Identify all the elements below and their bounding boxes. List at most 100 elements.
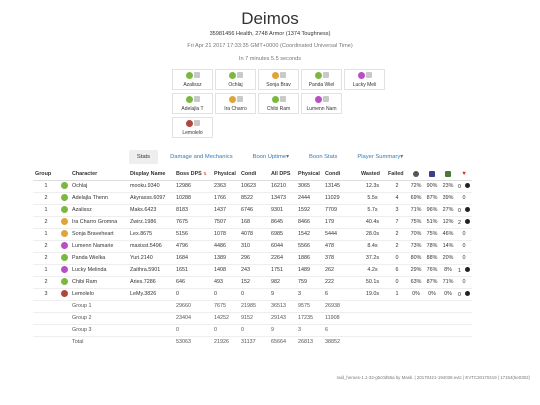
cell-physical: 493 xyxy=(212,275,239,288)
cell-wasted: 12.3s xyxy=(359,179,386,192)
cell-pct-1: 63% xyxy=(408,275,424,288)
tab-damage-and-mechanics[interactable]: Damage and Mechanics xyxy=(170,154,233,160)
cell-empty xyxy=(440,299,456,312)
role-icon xyxy=(322,72,329,78)
header-condi-all[interactable]: Condi xyxy=(323,168,359,181)
cell-wasted: 8.4s xyxy=(359,239,386,252)
header-heart-icon[interactable]: ♥ xyxy=(456,168,472,181)
cell-character: Lumenn Namarie xyxy=(70,239,128,252)
cell-condi-all: 5444 xyxy=(323,227,359,240)
tab-stats[interactable]: Stats xyxy=(128,150,159,164)
cell-all-dps: 65664 xyxy=(269,335,296,348)
death-icon xyxy=(465,206,470,212)
player-name: Ochlaj xyxy=(228,82,243,88)
total-row: Group 1 29660 7675 21985 36513 9575 26938 xyxy=(33,299,472,312)
health-line: 35981456 Health, 2748 Armor (1374 Toughn… xyxy=(209,31,331,37)
player-name: Adelajla T xyxy=(181,106,204,112)
cell-all-dps: 13473 xyxy=(269,191,296,204)
tab-player-summary[interactable]: Player Summary▾ xyxy=(357,154,404,160)
header-physical-all[interactable]: Physical xyxy=(296,168,323,181)
cell-boss-dps: 12986 xyxy=(174,179,212,192)
cell-character: Ochlaj xyxy=(70,179,128,192)
header-all-dps[interactable]: All DPS xyxy=(269,168,296,181)
cell-physical-all: 8466 xyxy=(296,215,323,228)
cell-condi: 10623 xyxy=(239,179,269,192)
cell-pct-1: 29% xyxy=(408,263,424,276)
squad-grid: Azalissz Ochlaj Sonja Brav Panda Wiel Lucky … xyxy=(171,69,386,141)
cell-pct-2: 90% xyxy=(424,179,440,192)
cell-display-name: Akyrasss.6097 xyxy=(128,191,174,204)
cell-all-dps: 29143 xyxy=(269,311,296,324)
cell-character: Ira Charro Gromna xyxy=(70,215,128,228)
cell-downs: 0 xyxy=(456,191,472,204)
role-icon xyxy=(279,96,286,102)
cell-pct-2: 75% xyxy=(424,227,440,240)
squad-player-card: Panda Wiel xyxy=(301,69,342,90)
squad-player-card: Chibi Ram xyxy=(258,93,299,114)
cell-physical-all: 1592 xyxy=(296,203,323,216)
role-icon xyxy=(322,96,329,102)
cell-empty xyxy=(424,311,440,324)
cell-pct-2: 0% xyxy=(424,287,440,300)
cell-empty xyxy=(424,299,440,312)
cell-display-name: Lex.8675 xyxy=(128,227,174,240)
header-failed[interactable]: Failed xyxy=(386,168,408,181)
cell-empty xyxy=(408,299,424,312)
tab-boon-stats[interactable]: Boon Stats xyxy=(309,154,338,160)
cell-all-dps: 2264 xyxy=(269,251,296,264)
cell-boss-dps: 4796 xyxy=(174,239,212,252)
cell-physical-all: 759 xyxy=(296,275,323,288)
header-character[interactable]: Character xyxy=(70,168,128,181)
header-display-name[interactable]: Display Name xyxy=(128,168,174,181)
squad-player-card: Lumenn Nam xyxy=(301,93,342,114)
cell-boss-dps: 7675 xyxy=(174,215,212,228)
tab-boon-uptime[interactable]: Boon Uptime▾ xyxy=(252,154,290,160)
header-physical[interactable]: Physical xyxy=(212,168,239,181)
cell-empty xyxy=(59,335,70,348)
cell-condi: 8522 xyxy=(239,191,269,204)
cell-all-dps: 6985 xyxy=(269,227,296,240)
header-boss-dps[interactable]: Boss DPS ⇅ xyxy=(174,168,212,181)
death-icon xyxy=(465,182,470,188)
header-wasted[interactable]: Wasted xyxy=(359,168,386,181)
cell-boss-dps: 0 xyxy=(174,287,212,300)
squad-player-card: Lucky Meli xyxy=(344,69,385,90)
player-icons xyxy=(302,72,341,80)
cell-pct-1: 71% xyxy=(408,203,424,216)
cell-physical: 1078 xyxy=(212,227,239,240)
cell-pct-1: 73% xyxy=(408,239,424,252)
cell-group: 2 xyxy=(33,251,59,264)
cell-total-label: Group 1 xyxy=(70,299,128,312)
footer-info: raid_heroes-1.1-32-g5c0d55a by Mask. | 2… xyxy=(336,375,530,380)
header-might-icon[interactable] xyxy=(424,168,440,181)
cell-pct-2: 87% xyxy=(424,275,440,288)
cell-physical: 2363 xyxy=(212,179,239,192)
cell-downs: 0 xyxy=(456,251,472,264)
header-group[interactable]: Group xyxy=(33,168,59,181)
table-row: 2 Lumenn Namarie maxisst.5496 4796 4486 310 60… xyxy=(33,239,472,252)
cell-empty xyxy=(33,299,59,312)
heart-icon: ♥ xyxy=(462,170,466,177)
squad-player-card: Azalissz xyxy=(172,69,213,90)
cell-condi: 21985 xyxy=(239,299,269,312)
cell-pct-1: 70% xyxy=(408,227,424,240)
table-row: 2 Adelajla Thenn Akyrasss.6097 10288 1766 852… xyxy=(33,191,472,204)
table-header-row: Group Character Display Name Boss DPS ⇅ … xyxy=(33,168,472,181)
header-condi[interactable]: Condi xyxy=(239,168,269,181)
cell-physical: 4486 xyxy=(212,239,239,252)
cell-physical: 1408 xyxy=(212,263,239,276)
cell-empty xyxy=(33,323,59,336)
cell-physical-all: 3 xyxy=(296,287,323,300)
profession-icon xyxy=(185,96,193,103)
cell-display-name: Yuri.2140 xyxy=(128,251,174,264)
cell-condi: 296 xyxy=(239,251,269,264)
profession-icon xyxy=(271,72,279,79)
header-fury-icon[interactable] xyxy=(440,168,456,181)
cell-empty xyxy=(440,311,456,324)
cell-all-dps: 16210 xyxy=(269,179,296,192)
total-row: Group 2 23404 14252 9152 29143 17235 11908 xyxy=(33,311,472,324)
header-gear-icon[interactable] xyxy=(408,168,424,181)
cell-condi: 310 xyxy=(239,239,269,252)
cell-empty xyxy=(456,299,472,312)
